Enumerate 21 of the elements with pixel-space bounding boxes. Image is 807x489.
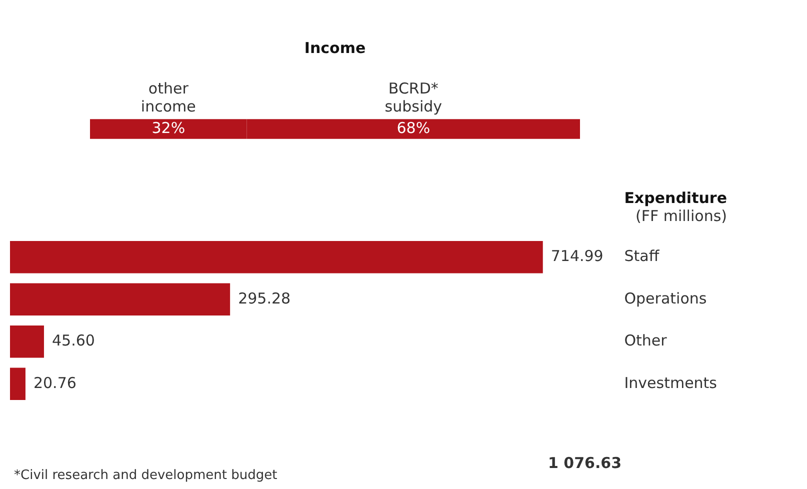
bar — [10, 368, 26, 400]
data-label: 68% — [396, 118, 430, 137]
series-label: other income — [140, 79, 196, 116]
y-tick-label: Staff — [624, 247, 660, 266]
chart-title: Income — [304, 38, 366, 57]
y-tick-label: Other — [624, 332, 668, 350]
text: 1 076.63 — [548, 454, 622, 472]
data-label: 295.28 — [238, 289, 291, 308]
data-label: 45.60 — [52, 332, 95, 350]
text: *Civil research and development budget — [14, 468, 278, 483]
bar — [10, 240, 543, 274]
bar — [10, 325, 44, 358]
data-label: 32% — [152, 118, 186, 137]
data-label: 714.99 — [550, 247, 604, 266]
series-label: BCRD* subsidy — [384, 79, 442, 116]
y-tick-label: Investments — [624, 374, 718, 392]
text: Expenditure — [624, 188, 727, 207]
y-tick-label: Operations — [624, 289, 707, 308]
bar — [10, 283, 230, 316]
data-label: 20.76 — [33, 374, 76, 392]
text: (FF millions) — [635, 206, 727, 225]
